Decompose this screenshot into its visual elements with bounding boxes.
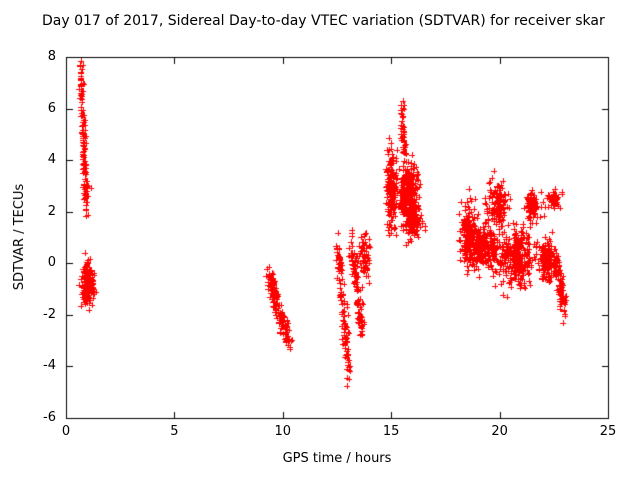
x-tick-label: 20 <box>491 424 508 439</box>
y-tick-label: 4 <box>47 152 56 168</box>
x-tick-label: 0 <box>61 424 71 439</box>
y-tick-label: -6 <box>43 410 56 425</box>
y-tick-label: 8 <box>47 49 56 64</box>
y-axis-label: SDTVAR / TECUs <box>12 183 27 291</box>
y-tick-label: -4 <box>43 358 56 374</box>
x-axis-label: GPS time / hours <box>282 451 392 466</box>
y-tick-label: 6 <box>47 100 56 116</box>
x-tick-label: 5 <box>170 424 179 439</box>
x-tick-label: 25 <box>599 424 617 439</box>
y-tick-label: -2 <box>43 306 56 322</box>
chart-title: Day 017 of 2017, Sidereal Day-to-day VTE… <box>42 13 605 29</box>
y-tick-label: 2 <box>47 203 56 219</box>
x-tick-label: 15 <box>382 424 400 439</box>
y-tick-label: 0 <box>47 255 56 271</box>
x-tick-label: 10 <box>274 424 292 439</box>
